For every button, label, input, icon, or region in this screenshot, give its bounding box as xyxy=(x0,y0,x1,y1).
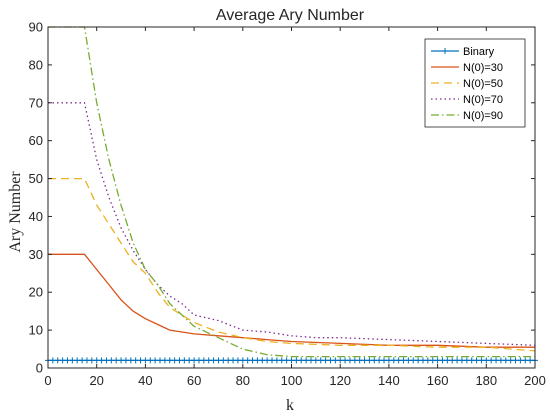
x-tick-label: 200 xyxy=(524,373,546,388)
x-tick-label: 160 xyxy=(427,373,449,388)
legend-box xyxy=(424,38,526,128)
x-tick-label: 180 xyxy=(475,373,497,388)
x-tick-label: 0 xyxy=(44,373,51,388)
y-tick-label: 0 xyxy=(36,361,43,376)
legend-label: N(0)=30 xyxy=(463,62,503,74)
legend-label: N(0)=70 xyxy=(463,94,503,106)
x-tick-label: 80 xyxy=(236,373,250,388)
series-line xyxy=(48,177,536,352)
y-tick-label: 50 xyxy=(29,171,43,186)
series-line xyxy=(48,102,536,346)
y-axis-label: Ary Number xyxy=(7,171,24,253)
y-tick-label: 90 xyxy=(29,20,43,35)
y-tick-label: 10 xyxy=(29,323,43,338)
ticks-layer: 0 20 40 60 80 100 120 140 160 180 200 0 10 20 30 40 50 60… xyxy=(29,20,546,389)
y-tick-label: 70 xyxy=(29,95,43,110)
chart-title: Average Ary Number xyxy=(216,7,365,24)
x-axis-label: k xyxy=(286,397,294,414)
legend-item: N(0)=50 xyxy=(431,78,503,90)
legend-label: N(0)=90 xyxy=(463,110,503,122)
y-tick-label: 40 xyxy=(29,209,43,224)
x-tick-label: 40 xyxy=(138,373,152,388)
legend-marker xyxy=(442,48,448,54)
legend: Binary N(0)=30 N(0)=50 N(0)=70 N(0)=90 xyxy=(424,38,526,128)
x-tick-label: 20 xyxy=(89,373,103,388)
x-tick-label: 120 xyxy=(329,373,351,388)
series-2 xyxy=(48,177,536,352)
series-3 xyxy=(48,102,536,346)
series-0 xyxy=(45,357,538,364)
series-layer xyxy=(45,26,538,364)
legend-label: N(0)=50 xyxy=(463,78,503,90)
legend-label: Binary xyxy=(463,46,495,58)
legend-item: N(0)=90 xyxy=(431,110,503,122)
x-tick-label: 100 xyxy=(281,373,303,388)
y-tick-label: 20 xyxy=(29,285,43,300)
y-tick-label: 80 xyxy=(29,57,43,72)
legend-item: N(0)=30 xyxy=(431,62,503,74)
legend-item: N(0)=70 xyxy=(431,94,503,106)
legend-item: Binary xyxy=(431,46,495,58)
y-tick-label: 60 xyxy=(29,133,43,148)
x-tick-label: 60 xyxy=(187,373,201,388)
x-tick-label: 140 xyxy=(378,373,400,388)
y-tick-label: 30 xyxy=(29,247,43,262)
